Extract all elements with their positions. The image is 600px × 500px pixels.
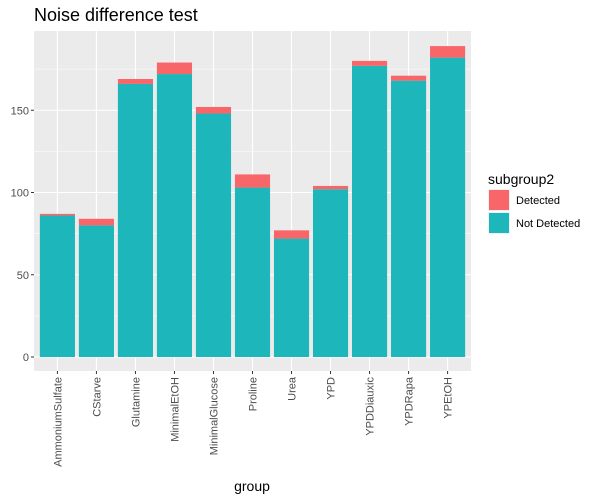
y-tick-label: 0	[23, 352, 29, 364]
legend: subgroup2 Detected Not Detected	[488, 171, 580, 234]
bar-segment	[430, 57, 466, 358]
x-tick-label: YPDRapa	[404, 376, 416, 426]
bars	[39, 46, 466, 358]
bar-segment	[195, 106, 232, 114]
x-tick-label: YPD	[326, 377, 338, 400]
bar-segment	[351, 65, 388, 358]
bar-segment	[234, 187, 271, 357]
x-tick-label: MinimalEtOH	[169, 377, 181, 442]
x-tick-label: CStarve	[91, 377, 103, 417]
x-tick-label: Urea	[287, 376, 299, 401]
x-tick-label: Glutamine	[130, 377, 142, 427]
bar-segment	[78, 225, 114, 357]
y-tick-label: 100	[11, 188, 29, 200]
x-axis-title: group	[234, 478, 270, 494]
x-axis: AmmoniumSulfate CStarve Glutamine MinimalEt…	[52, 371, 455, 467]
legend-label: Detected	[516, 195, 560, 207]
legend-label: Not Detected	[516, 218, 580, 230]
bar-segment	[117, 83, 154, 358]
legend-key	[489, 213, 509, 233]
bar-segment	[78, 218, 114, 226]
bar-segment	[273, 238, 310, 357]
bar-segment	[430, 46, 466, 58]
bar-segment	[351, 60, 388, 66]
x-tick-label: Proline	[248, 377, 260, 411]
bar-segment	[156, 62, 193, 75]
y-tick-label: 150	[11, 105, 29, 117]
legend-key	[489, 190, 509, 210]
chart-title: Noise difference test	[34, 5, 198, 25]
legend-title: subgroup2	[488, 171, 554, 187]
bar-segment	[312, 185, 349, 190]
bar-segment	[312, 189, 349, 357]
bar-segment	[39, 215, 75, 357]
bar-segment	[391, 75, 427, 81]
bar-segment	[391, 80, 427, 357]
bar-segment	[117, 78, 154, 84]
bar-segment	[39, 213, 75, 216]
x-tick-label: YPDDiauxic	[365, 377, 377, 436]
y-tick-label: 50	[17, 270, 29, 282]
x-tick-label: MinimalGlucose	[208, 377, 220, 455]
y-axis: 0 50 100 150	[11, 105, 34, 364]
bar-segment	[234, 174, 271, 188]
x-tick-label: YPEtOH	[443, 377, 455, 419]
bar-segment	[156, 74, 193, 357]
bar-segment	[195, 113, 232, 357]
bar-segment	[273, 230, 310, 239]
x-tick-label: AmmoniumSulfate	[52, 377, 64, 467]
